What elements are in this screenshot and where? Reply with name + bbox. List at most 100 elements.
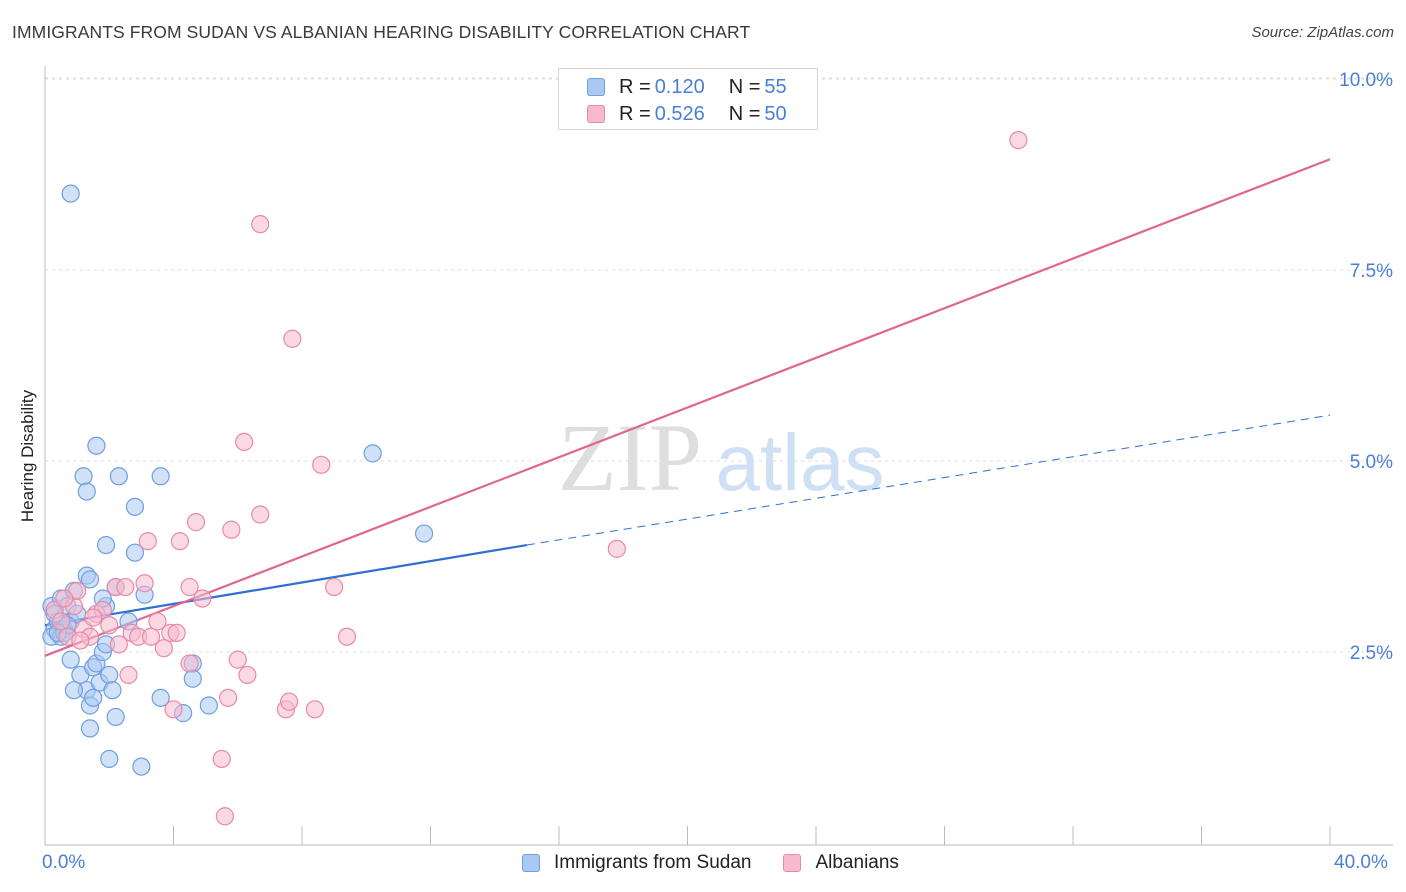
legend-swatch-blue <box>522 854 540 872</box>
point-albanians <box>251 215 270 234</box>
point-albanians <box>193 589 212 608</box>
point-sudan <box>103 681 122 700</box>
point-sudan <box>125 497 145 516</box>
point-sudan <box>87 436 106 455</box>
point-albanians <box>180 577 199 597</box>
point-sudan <box>106 707 125 727</box>
legend-n-label: N = <box>728 75 761 98</box>
point-albanians <box>141 627 161 646</box>
y-tick-label: 5.0% <box>1350 452 1393 473</box>
watermark-atlas: atlas <box>716 418 885 507</box>
watermark: ZIP atlas <box>558 404 884 511</box>
point-albanians <box>51 612 71 631</box>
point-sudan <box>84 688 103 707</box>
y-tick-label: 10.0% <box>1339 70 1393 91</box>
legend-n-value: 50 <box>764 102 787 125</box>
point-sudan <box>151 688 170 707</box>
point-albanians <box>215 807 234 826</box>
point-albanians <box>235 432 254 451</box>
point-albanians <box>170 532 190 551</box>
trend-line-albanians <box>44 158 1331 657</box>
point-albanians <box>109 635 128 654</box>
point-sudan <box>125 543 145 562</box>
point-sudan <box>100 665 119 685</box>
x-tick-label-min: 0.0% <box>42 852 86 873</box>
point-sudan <box>363 444 382 463</box>
x-tick-label-max: 40.0% <box>1334 852 1388 873</box>
series-albanians <box>45 131 1028 826</box>
legend-swatch-pink <box>587 105 605 123</box>
legend-row-sudan: R = 0.120 N = 55 <box>559 74 787 100</box>
source-label: Source: ZipAtlas.com <box>1251 24 1394 41</box>
point-albanians <box>148 612 167 631</box>
point-sudan <box>183 669 202 688</box>
legend-r-value: 0.120 <box>654 75 705 98</box>
gridlines <box>45 77 1393 653</box>
point-albanians <box>228 650 247 669</box>
point-sudan <box>74 467 93 486</box>
y-axis-label: Hearing Disability <box>18 389 37 523</box>
point-albanians <box>305 700 324 719</box>
y-tick-labels: 2.5% 5.0% 7.5% 10.0% <box>1339 70 1393 664</box>
point-sudan <box>61 650 80 669</box>
legend-n-label: N = <box>728 102 761 125</box>
chart-title: IMMIGRANTS FROM SUDAN VS ALBANIAN HEARIN… <box>12 22 751 42</box>
point-albanians <box>135 574 154 593</box>
legend-row-albanians: R = 0.526 N = 50 <box>559 101 787 127</box>
point-albanians <box>312 455 331 474</box>
point-sudan <box>109 467 128 486</box>
point-sudan <box>151 467 170 486</box>
point-sudan <box>132 757 151 776</box>
legend-n-value: 55 <box>764 75 787 98</box>
point-albanians <box>238 665 257 685</box>
point-albanians <box>222 520 241 539</box>
point-albanians <box>283 329 302 348</box>
point-albanians <box>219 688 238 707</box>
point-albanians <box>119 665 138 685</box>
point-albanians <box>55 589 74 608</box>
point-sudan <box>96 535 116 555</box>
trend-lines <box>44 158 1331 657</box>
point-albanians <box>186 513 206 532</box>
point-albanians <box>180 654 199 673</box>
point-albanians <box>71 631 90 650</box>
legend-swatch-blue <box>587 78 605 96</box>
legend-item-sudan: Immigrants from Sudan <box>522 852 751 874</box>
point-albanians <box>164 700 183 719</box>
point-albanians <box>607 539 626 558</box>
point-albanians <box>154 639 173 658</box>
legend-r-label: R = <box>619 102 651 125</box>
point-albanians <box>100 616 119 635</box>
point-albanians <box>1009 131 1028 150</box>
point-sudan <box>199 696 218 715</box>
trend-line-sudan-solid <box>44 543 528 627</box>
legend-r-label: R = <box>619 75 651 98</box>
correlation-legend: R = 0.120 N = 55 R = 0.526 N = 50 <box>558 68 818 130</box>
watermark-zip: ZIP <box>558 404 702 511</box>
y-tick-label: 2.5% <box>1350 643 1393 664</box>
point-sudan <box>80 719 100 738</box>
point-albanians <box>251 505 270 524</box>
point-sudan <box>64 681 84 700</box>
trend-line-sudan-dashed <box>526 414 1331 546</box>
series-immigrants-from-sudan <box>42 184 434 776</box>
point-albanians <box>84 608 103 627</box>
series-legend: Immigrants from Sudan Albanians <box>522 852 931 874</box>
point-sudan <box>61 184 80 203</box>
y-tick-label: 7.5% <box>1350 261 1393 282</box>
legend-label-albanians: Albanians <box>815 852 899 873</box>
legend-label-sudan: Immigrants from Sudan <box>554 852 752 873</box>
point-sudan <box>77 482 96 501</box>
legend-swatch-pink <box>783 854 802 872</box>
point-sudan <box>80 570 100 589</box>
point-albanians <box>337 627 357 646</box>
axes <box>44 66 1393 846</box>
legend-r-value: 0.526 <box>654 102 705 125</box>
legend-item-albanians: Albanians <box>783 852 899 874</box>
point-sudan <box>100 749 119 769</box>
point-sudan <box>414 524 434 543</box>
point-albanians <box>212 749 231 769</box>
point-albanians <box>167 623 186 643</box>
point-albanians <box>280 692 299 711</box>
